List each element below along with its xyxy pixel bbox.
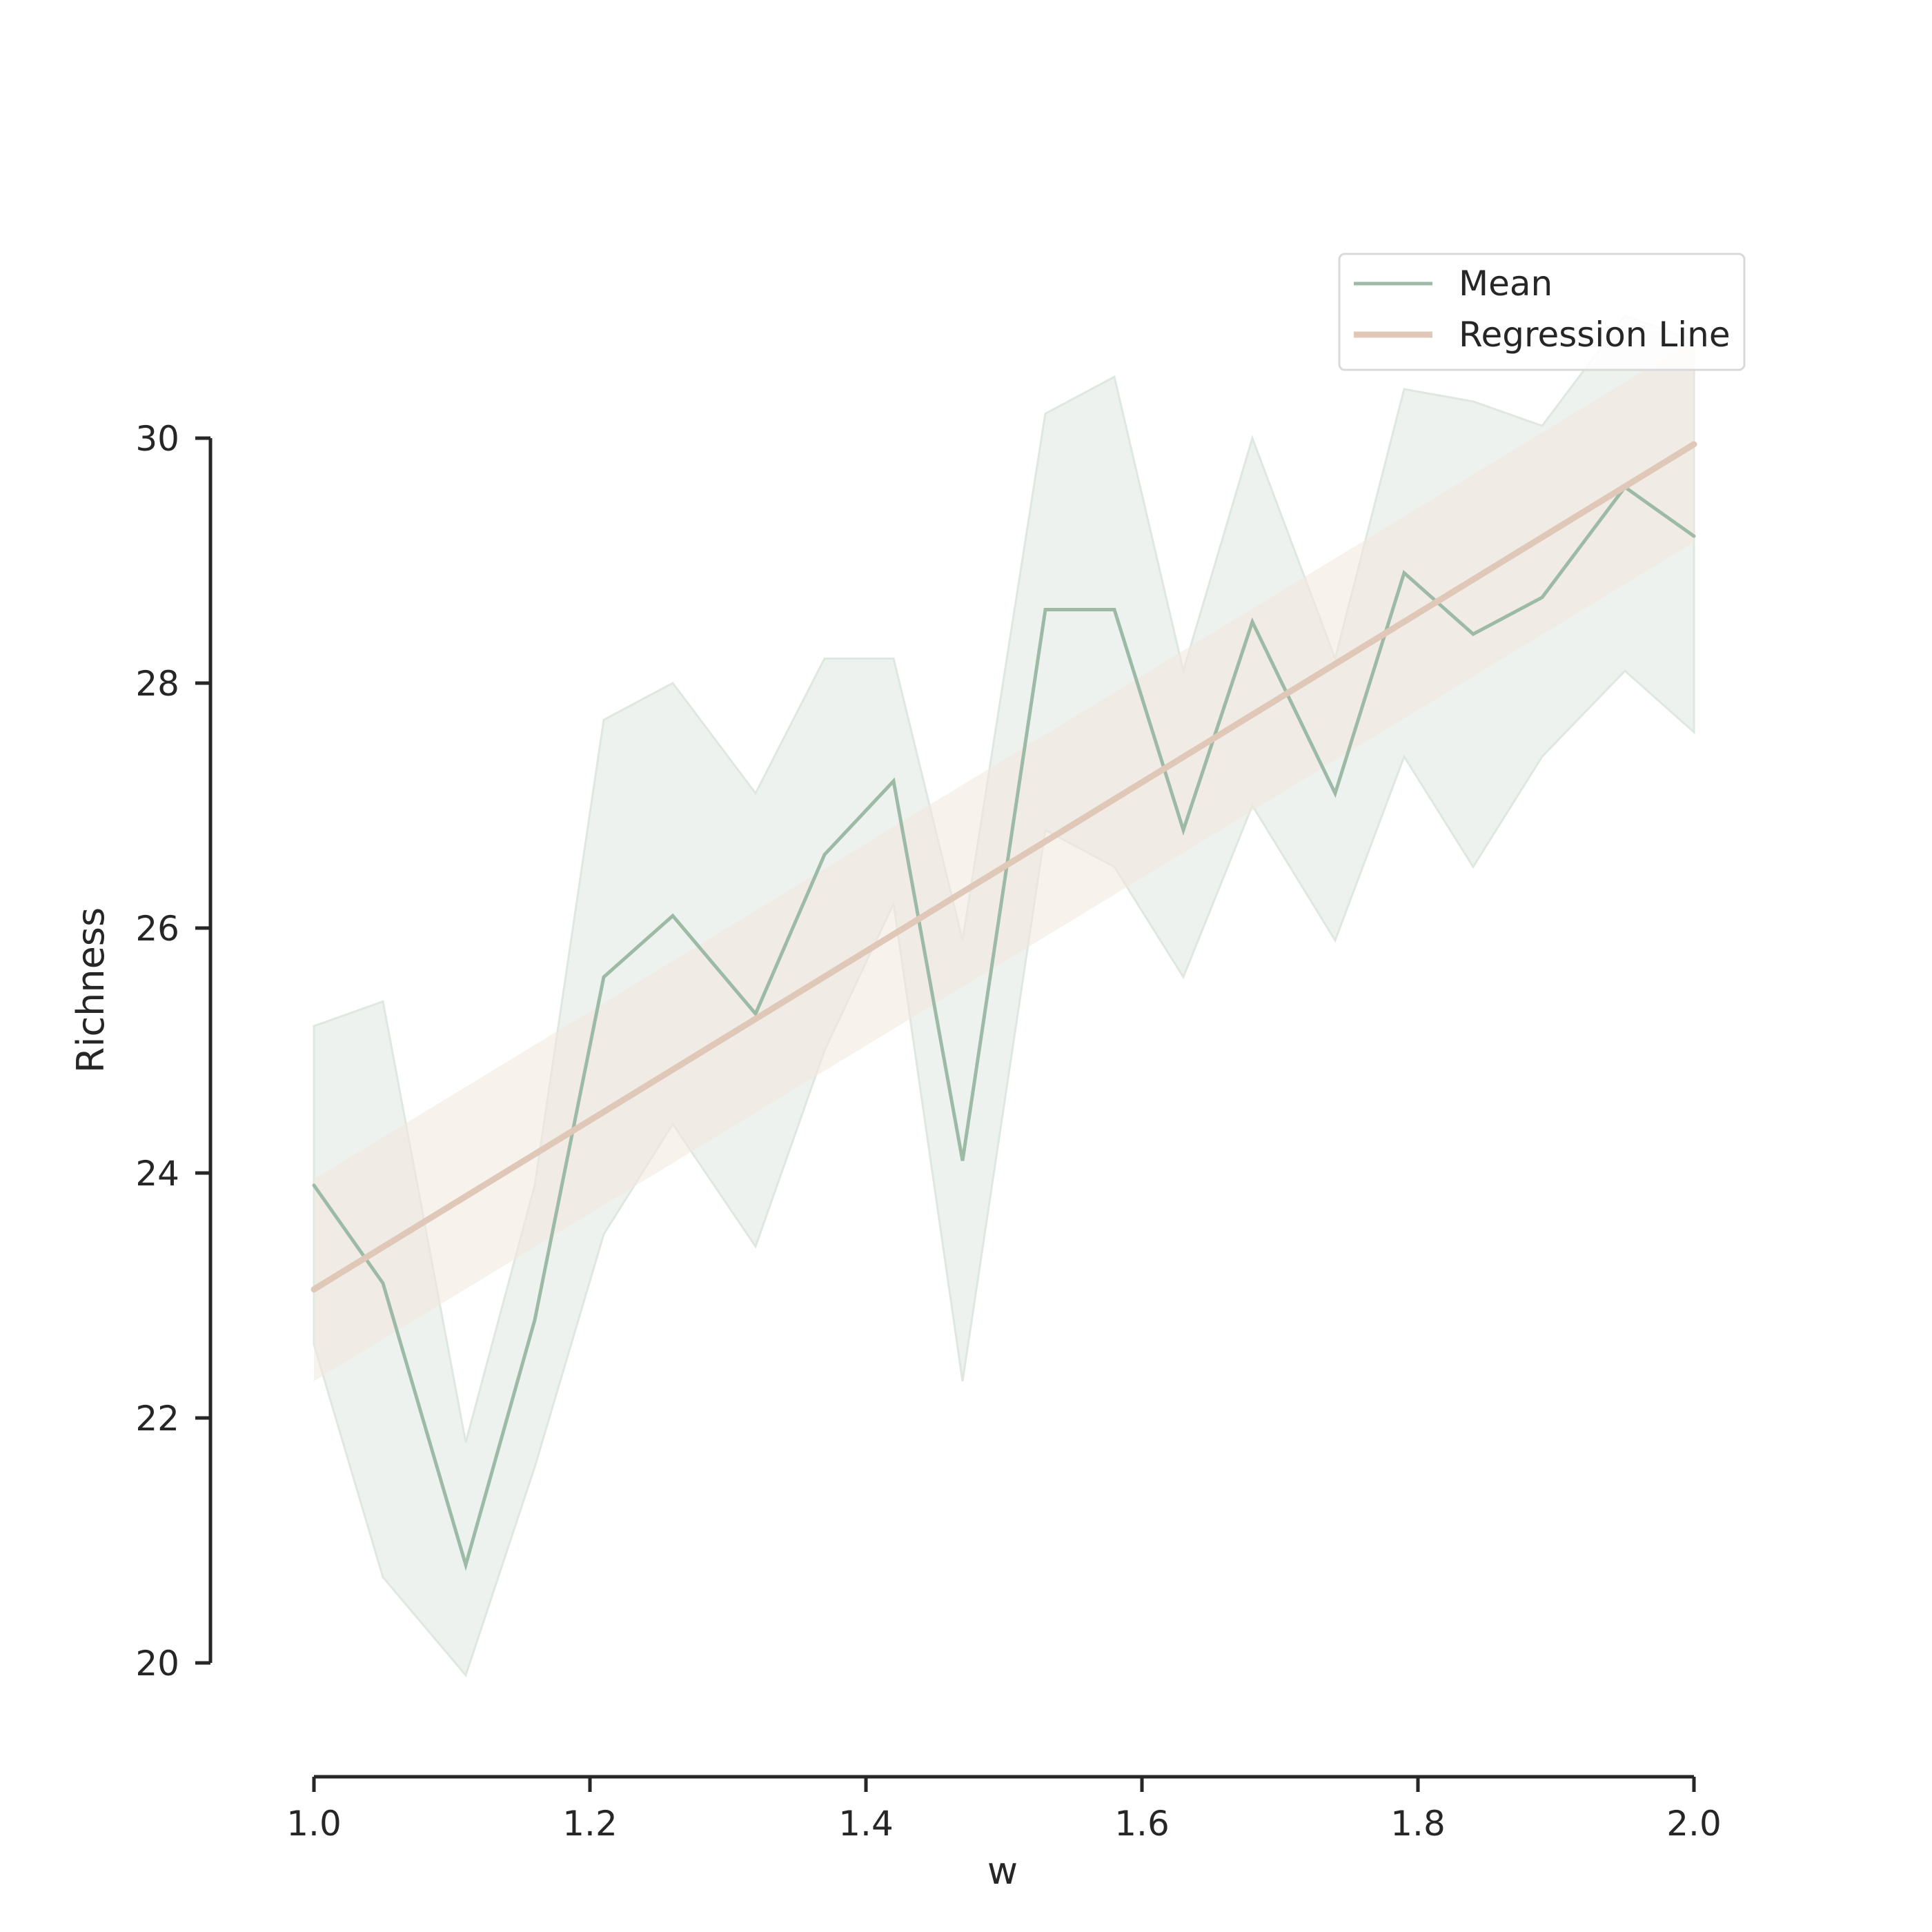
series-line-mean	[312, 484, 1696, 1572]
y-axis: 20 22 24 26 28 30	[135, 419, 213, 1684]
x-axis-label: w	[987, 1849, 1018, 1893]
y-axis-label: Richness	[69, 907, 112, 1073]
x-tick-label: 1.2	[562, 1804, 618, 1844]
x-tick-label: 1.6	[1114, 1804, 1170, 1844]
y-tick-label: 22	[135, 1399, 179, 1439]
legend-box	[1338, 253, 1746, 371]
x-axis: 1.0 1.2 1.4 1.6 1.8 2.0	[286, 1775, 1722, 1844]
y-tick-label: 30	[135, 419, 179, 459]
x-ticks: 1.0 1.2 1.4 1.6 1.8 2.0	[286, 1777, 1722, 1844]
legend-label-mean: Mean	[1459, 264, 1552, 304]
legend: Mean Regression Line	[1338, 253, 1746, 371]
y-tick-label: 20	[135, 1644, 179, 1684]
x-tick-label: 2.0	[1666, 1804, 1722, 1844]
x-tick-label: 1.0	[286, 1804, 342, 1844]
legend-label-regression-line: Regression Line	[1459, 315, 1731, 355]
series-line-regression	[310, 441, 1697, 1293]
x-tick-label: 1.4	[838, 1804, 894, 1844]
y-tick-label: 24	[135, 1154, 179, 1194]
x-tick-label: 1.8	[1390, 1804, 1446, 1844]
y-tick-label: 26	[135, 909, 179, 949]
ci-band-regression	[314, 340, 1694, 1381]
y-ticks: 20 22 24 26 28 30	[135, 419, 210, 1684]
plot-area	[310, 314, 1697, 1677]
y-tick-label: 28	[135, 664, 179, 704]
